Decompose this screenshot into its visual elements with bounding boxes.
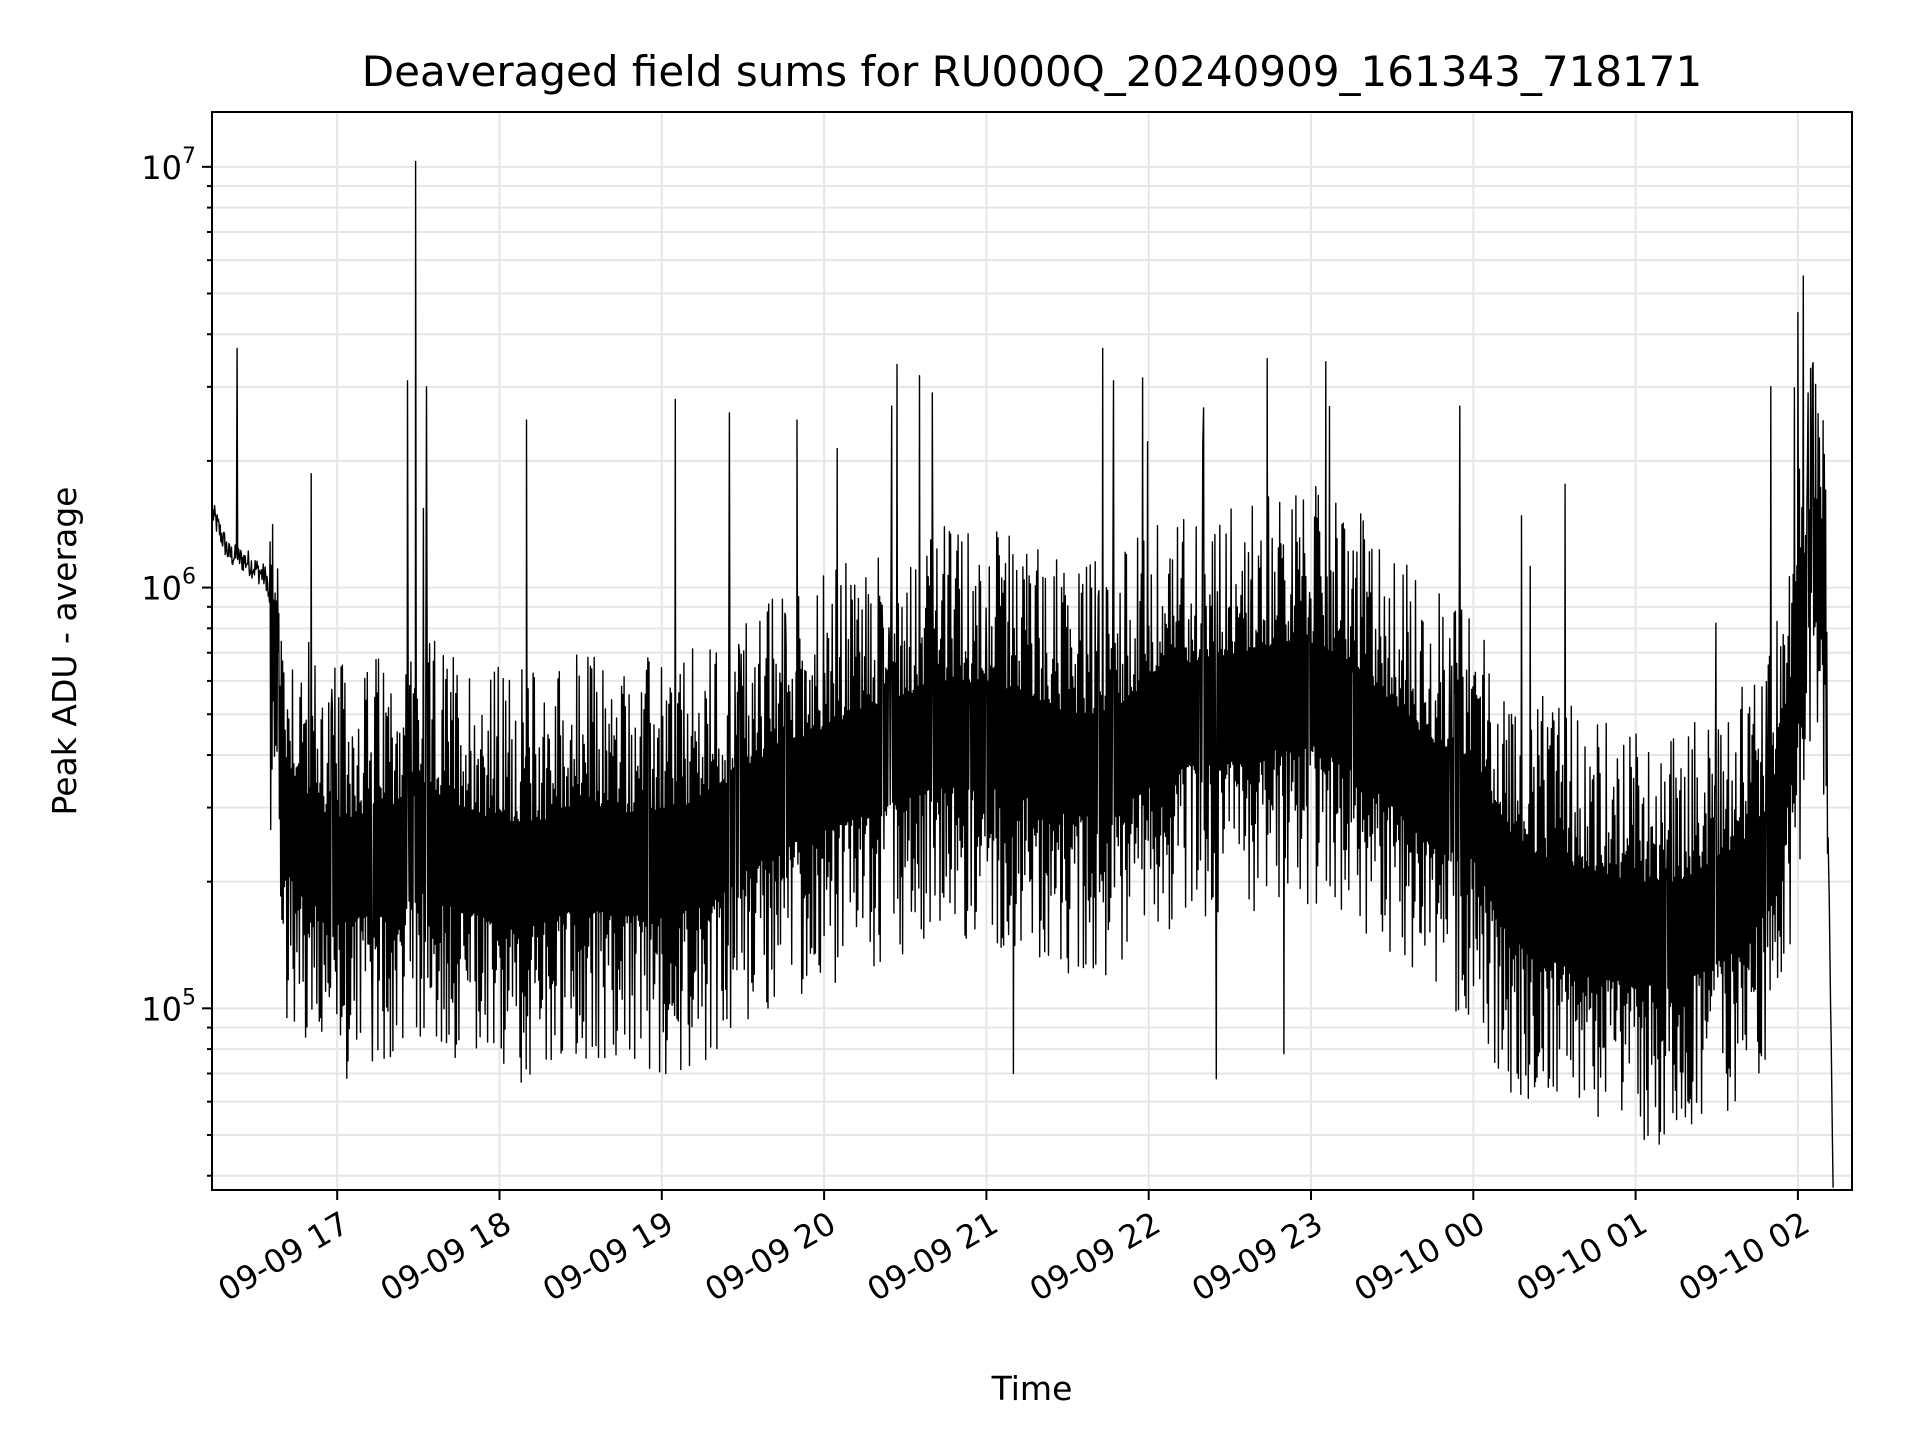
plot-frame [211,111,1853,1191]
x-axis-label: Time [991,1369,1073,1408]
y-axis-label: Peak ADU - average [45,487,84,816]
chart-title: Deaveraged field sums for RU000Q_2024090… [362,47,1702,96]
y-tick-label: 105 [141,985,196,1028]
series-layer [212,160,1834,1188]
y-tick-label: 107 [141,144,196,187]
series-line [212,160,1834,1188]
ticks [202,165,1799,1200]
y-tick-label: 106 [141,565,196,608]
